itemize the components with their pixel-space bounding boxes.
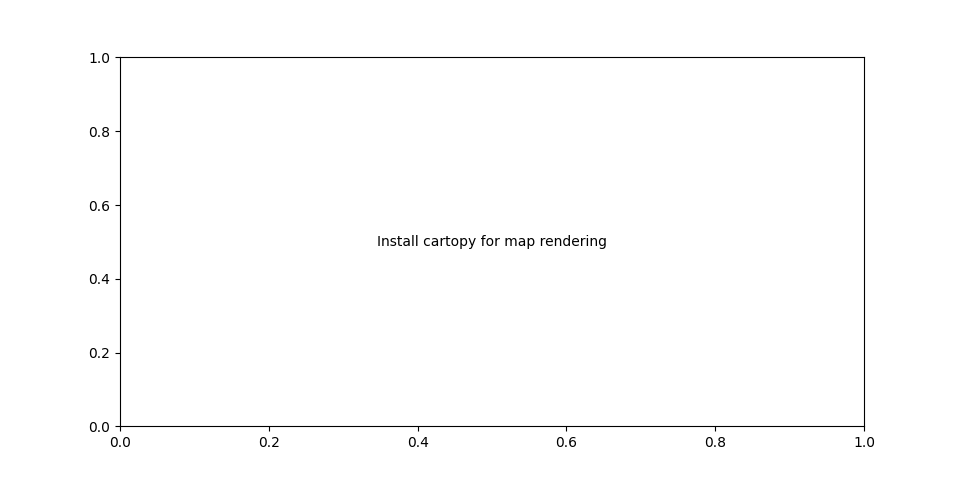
Text: Install cartopy for map rendering: Install cartopy for map rendering bbox=[377, 235, 607, 249]
